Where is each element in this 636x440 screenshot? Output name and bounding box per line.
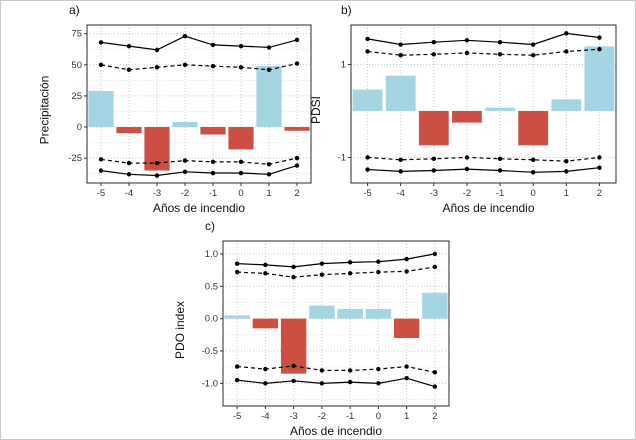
x-tick-label: 1 [266, 188, 271, 199]
limite-inferior-solido [98, 163, 300, 178]
bar-2 [584, 46, 615, 111]
bar-1 [256, 66, 282, 128]
chart-pdo-index: -1.0 -0.5 0.0 0.5 1.0 -5 -4 -3 -2 -1 0 1 2 [202, 240, 450, 422]
x-tick-label: -4 [261, 411, 269, 422]
limite-inferior-solido [365, 165, 602, 175]
y-tick-label: 25 [71, 91, 82, 102]
panel-border [350, 24, 617, 184]
limite-inferior-solido [234, 375, 438, 389]
panel-pdsi: b) PDSI -1 1 -5 -4 -3 -2 -1 0 1 2 Años de incendi… [307, 3, 624, 217]
bar--1 [200, 127, 226, 135]
x-tick-label: -1 [346, 411, 354, 422]
x-tick-label: -5 [233, 411, 241, 422]
y-axis-title-precipitacion: Precipitación [37, 75, 52, 145]
y-tick-label: 0.0 [205, 314, 218, 325]
x-tick-label: -2 [181, 188, 189, 199]
x-tick-label: -4 [396, 188, 404, 199]
x-tick-label: 2 [294, 188, 299, 199]
y-tick-label: 75 [71, 29, 82, 40]
bar--5 [352, 89, 383, 111]
bar--2 [309, 305, 335, 319]
x-tick-label: 2 [432, 411, 437, 422]
bar--5 [88, 90, 114, 128]
y-axis-title-pdo: PDO index [173, 300, 187, 359]
bar--4 [252, 318, 279, 329]
x-tick-label: -5 [97, 188, 105, 199]
x-tick-label: -3 [153, 188, 161, 199]
axes: -1 1 -5 -4 -3 -2 -1 0 1 2 [338, 60, 603, 200]
bar-0 [365, 308, 392, 319]
panel-border [86, 24, 312, 184]
x-tick-label: -5 [363, 188, 371, 199]
y-tick-label: 0.5 [205, 281, 218, 292]
y-tick-label: -0.5 [202, 346, 218, 357]
x-tick-label: 0 [531, 188, 536, 199]
bar-2 [422, 292, 448, 319]
y-tick-label: 50 [71, 60, 82, 71]
x-axis-title-b: Años de incendio [442, 201, 535, 215]
x-axis-title-a: Años de incendio [152, 201, 246, 215]
limite-superior-discontinuo [365, 46, 602, 58]
panel-label-c: c) [205, 219, 215, 233]
bars [352, 46, 615, 146]
limite-inferior-discontinuo [234, 363, 438, 375]
x-tick-label: -3 [430, 188, 438, 199]
bar--4 [116, 127, 142, 134]
limite-superior-solido [98, 33, 300, 53]
bar-0 [228, 127, 254, 150]
y-tick-label: 1 [341, 60, 346, 71]
x-tick-label: -3 [289, 411, 297, 422]
x-tick-label: -2 [463, 188, 471, 199]
y-tick-label: -1 [338, 152, 346, 163]
x-tick-label: 1 [404, 411, 409, 422]
axes: -25 0 25 50 75 -5 -4 -3 -2 -1 0 1 2 [68, 29, 299, 199]
limite-superior-solido [234, 251, 438, 270]
bar--3 [418, 110, 449, 146]
bar--4 [385, 75, 416, 111]
x-tick-label: 2 [597, 188, 602, 199]
chart-pdsi: -1 1 -5 -4 -3 -2 -1 0 1 2 [338, 24, 617, 200]
bar--5 [224, 315, 250, 319]
bar--2 [172, 122, 198, 128]
y-tick-label: 0 [77, 122, 82, 133]
limite-inferior-discontinuo [98, 155, 300, 167]
limite-inferior-discontinuo [365, 155, 602, 164]
y-axis-title-pdsi: PDSI [309, 95, 324, 125]
x-tick-label: -1 [209, 188, 217, 199]
x-tick-label: -4 [125, 188, 133, 199]
bar--1 [485, 107, 515, 111]
x-tick-label: 0 [238, 188, 243, 199]
y-tick-label: 1.0 [205, 249, 218, 260]
x-tick-label: 0 [376, 411, 381, 422]
x-tick-label: -1 [496, 188, 504, 199]
bar-1 [551, 99, 582, 111]
limite-superior-discontinuo [234, 264, 438, 280]
bars [224, 292, 448, 374]
panel-label-a: a) [69, 3, 80, 17]
bar-0 [518, 110, 549, 146]
panel-label-b: b) [341, 3, 352, 17]
chart-precipitacion: -25 0 25 50 75 -5 -4 -3 -2 -1 0 1 2 [68, 24, 312, 199]
y-tick-label: -1.0 [202, 378, 218, 389]
bar-2 [284, 127, 310, 131]
x-tick-label: 1 [564, 188, 569, 199]
panel-pdo-index: c) PDO index -1.0 -0.5 0.0 0.5 1.0 -5 -4 -3 -2 -1… [171, 219, 455, 439]
limite-superior-discontinuo [98, 61, 300, 72]
x-axis-title-c: Años de incendio [289, 424, 383, 438]
y-tick-label: -25 [68, 153, 82, 164]
axes: -1.0 -0.5 0.0 0.5 1.0 -5 -4 -3 -2 -1 0 1 2 [202, 249, 438, 422]
panel-precipitacion: a) Precipitación -25 0 25 50 75 -5 -4 -3 -2 -1 0 1 2… [35, 3, 317, 217]
bar-1 [393, 318, 420, 339]
panel-border [222, 240, 450, 407]
limite-superior-solido [365, 31, 602, 47]
bar--2 [452, 110, 482, 123]
x-tick-label: -2 [318, 411, 326, 422]
bar--1 [337, 308, 363, 319]
